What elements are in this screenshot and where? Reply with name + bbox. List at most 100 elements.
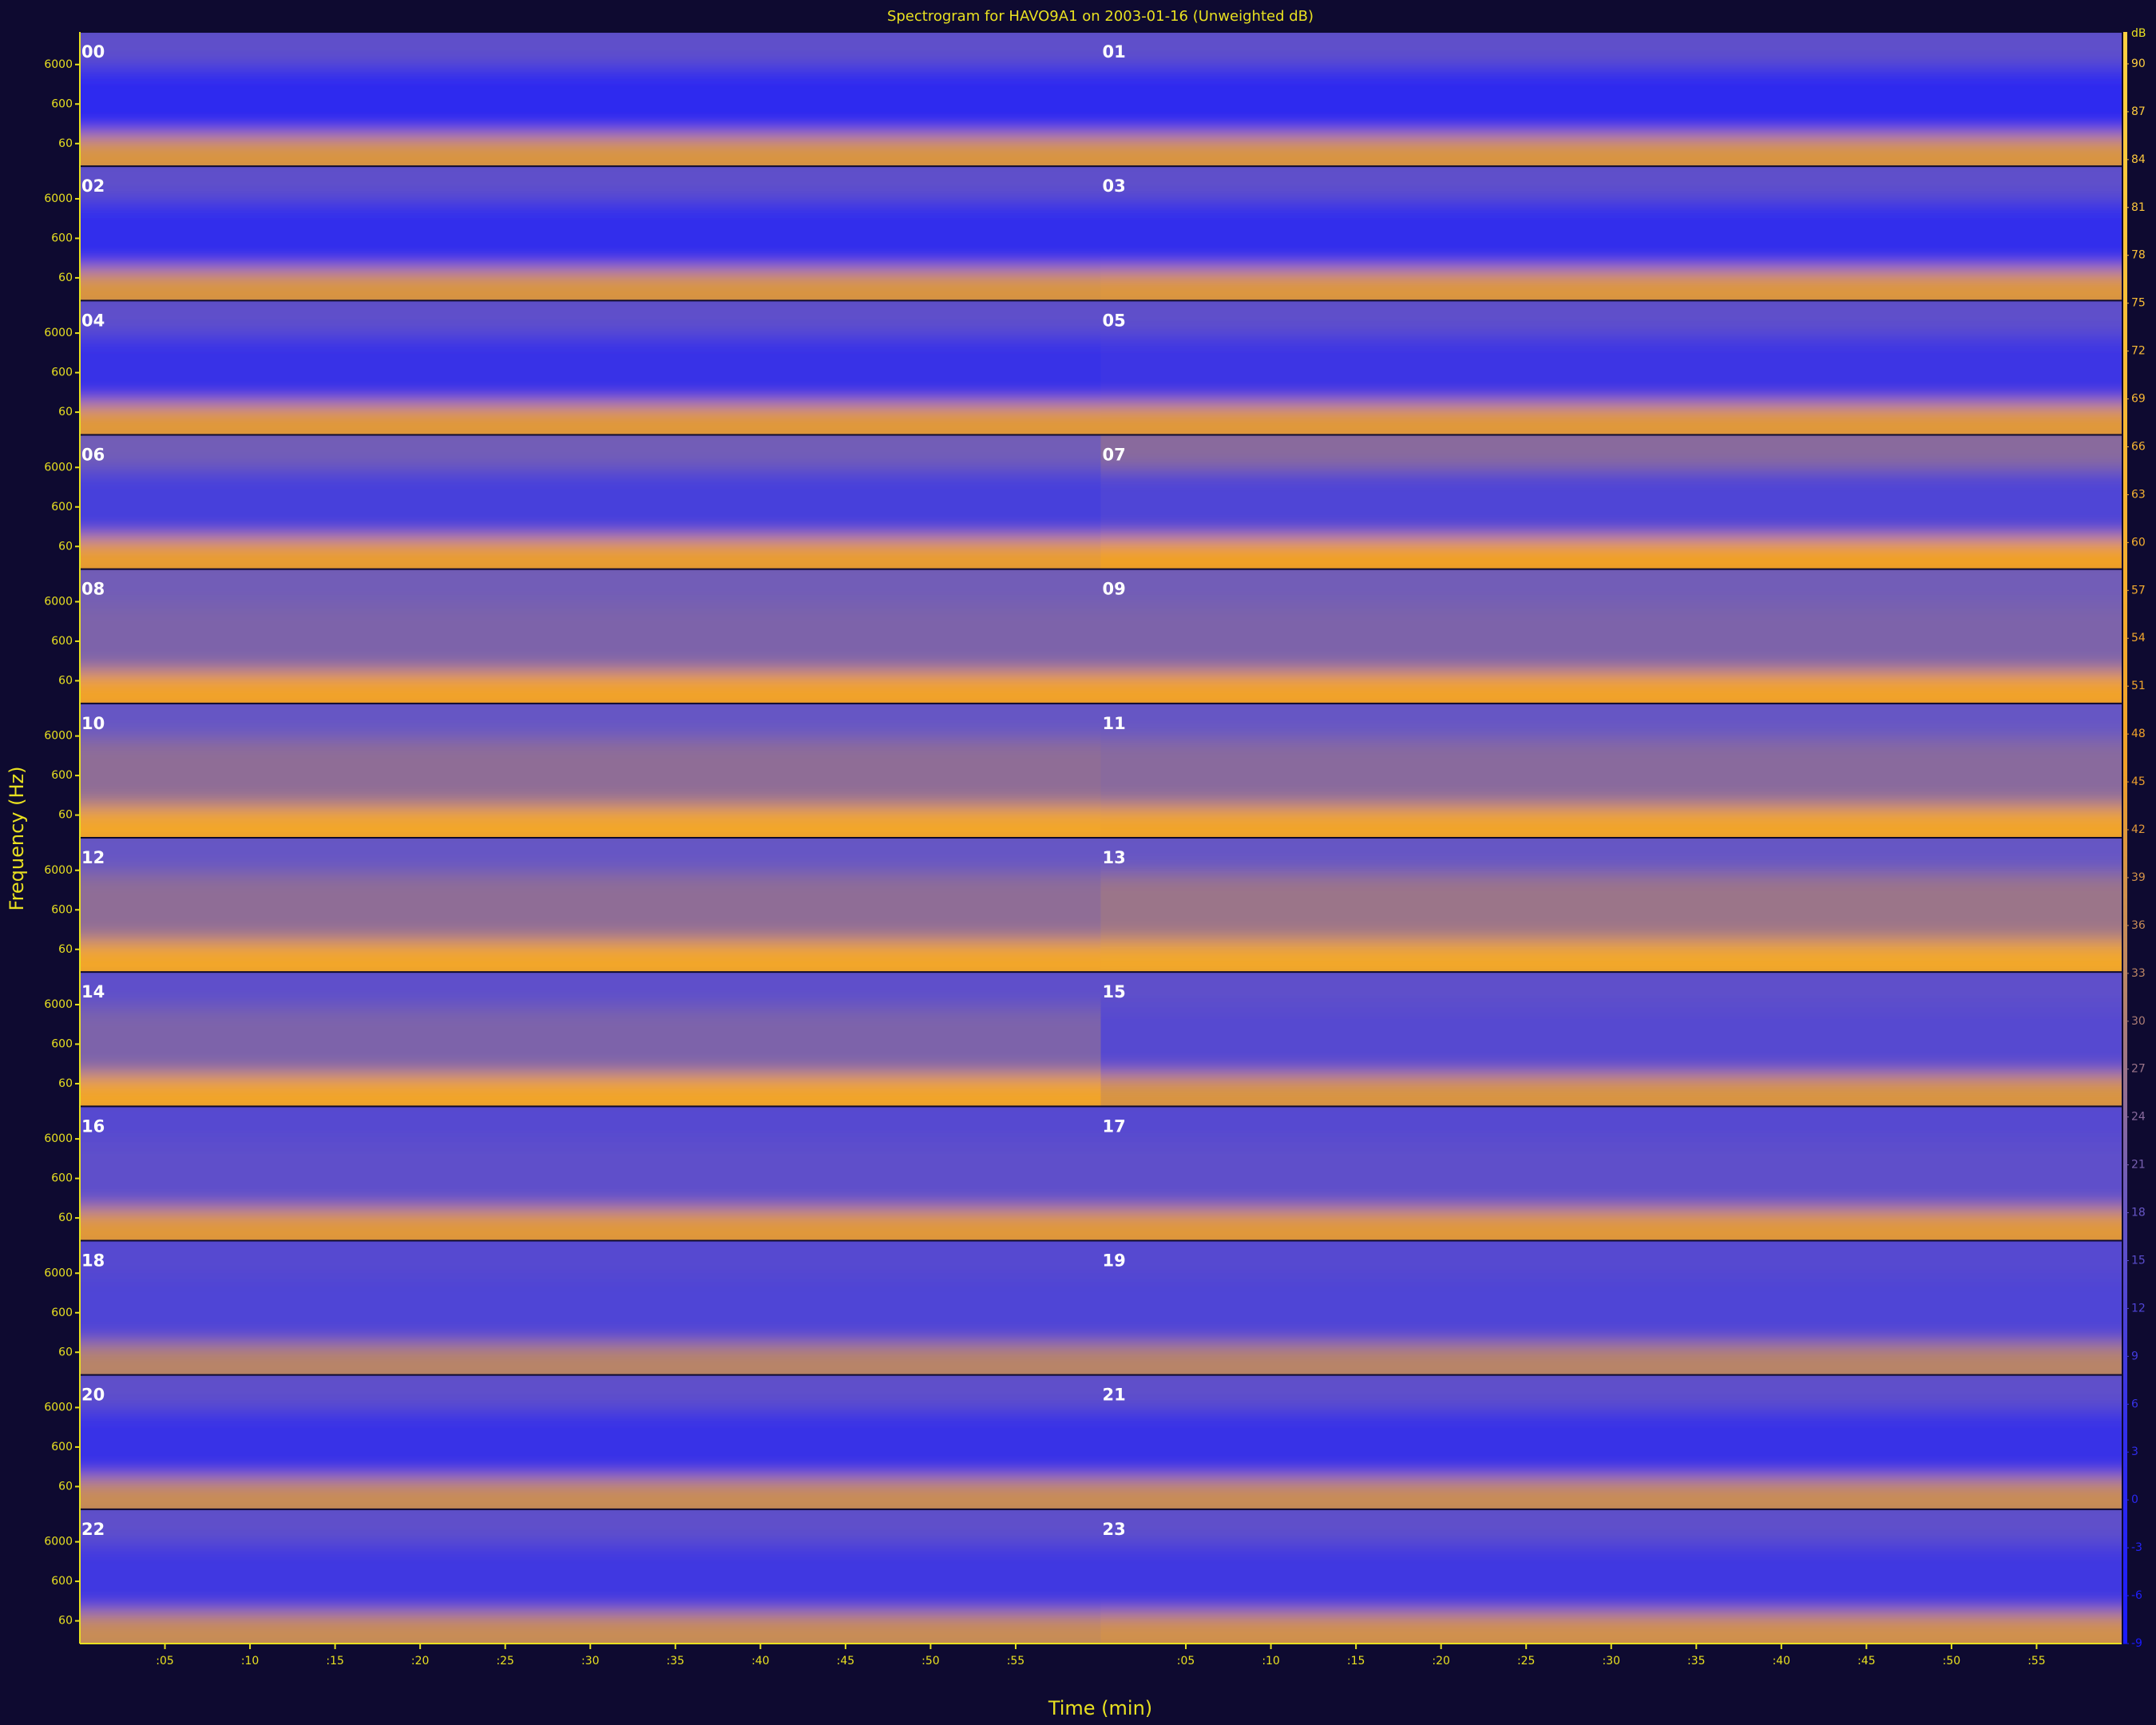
hour-label: 15 [1103,982,1126,1001]
hour-panel [80,435,1101,569]
panel-bands [1100,569,2122,703]
band-cell [80,672,1101,703]
x-tick-label: :40 [1773,1655,1791,1668]
colorbar-tick-label: 33 [2131,967,2146,980]
panel-bands [1100,704,2122,837]
y-tick-label: 6000 [44,998,73,1011]
colorbar-tick-label: 87 [2131,105,2146,118]
band-cell [80,1107,1101,1143]
x-tick-label: :35 [667,1655,685,1668]
band-cell [80,301,1101,337]
y-tick-label: 6000 [44,864,73,877]
hour-panel [80,973,1101,1106]
band-cell [1100,739,2122,807]
panel-bands [1100,167,2122,300]
x-tick-label: :55 [1007,1655,1025,1668]
hour-panel [1100,435,2122,569]
band-cell [1100,1142,2122,1210]
y-tick-label: 6000 [44,1267,73,1279]
band-cell [1100,1209,2122,1240]
hour-label: 14 [81,982,105,1001]
hour-panel [80,1509,1101,1644]
hour-panel [1100,1509,2122,1644]
x-tick-label: :15 [326,1655,344,1668]
colorbar-tick-label: 48 [2131,728,2146,740]
y-tick-label: 60 [58,540,73,553]
y-tick-label: 600 [51,1441,73,1453]
hour-label: 20 [81,1386,105,1405]
hour-label: 10 [81,714,105,733]
band-cell [1100,1477,2122,1509]
band-cell [1100,1074,2122,1106]
panel-bands [1100,839,2122,972]
colorbar-label: dB [2131,27,2146,40]
y-tick-label: 6000 [44,327,73,339]
colorbar-tick-label: 90 [2131,58,2146,70]
y-tick-label: 60 [58,1480,73,1493]
colorbar-tick-label: -6 [2131,1589,2142,1602]
hour-label: 05 [1103,311,1126,330]
band-cell [80,1276,1101,1344]
panel-bands [80,1509,1101,1644]
hour-label: 18 [81,1251,105,1271]
hour-panel [1100,839,2122,972]
panel-bands [1100,1241,2122,1374]
colorbar-tick-label: 66 [2131,440,2146,453]
panel-bands [80,839,1101,972]
band-cell [1100,806,2122,837]
band-cell [1100,403,2122,434]
colorbar-tick-label: 57 [2131,584,2146,597]
hour-panel [80,33,1101,166]
x-tick-label: :45 [837,1655,855,1668]
colorbar-tick-label: 27 [2131,1063,2146,1076]
band-cell [1100,973,2122,1008]
y-tick-label: 600 [51,501,73,514]
colorbar-tick-label: 6 [2131,1398,2138,1410]
x-tick-label: :35 [1687,1655,1706,1668]
hour-label: 06 [81,446,105,465]
band-cell [80,1410,1101,1478]
panel-bands [80,1107,1101,1240]
panel-bands [80,1241,1101,1374]
x-tick-label: :40 [751,1655,770,1668]
band-cell [1100,873,2122,941]
band-cell [80,537,1101,569]
hour-panel [80,167,1101,300]
y-tick-label: 600 [51,1575,73,1588]
y-tick-label: 600 [51,97,73,110]
y-tick-label: 6000 [44,58,73,71]
band-cell [80,1074,1101,1106]
band-cell [80,268,1101,300]
band-cell [80,839,1101,874]
x-tick-label: :25 [1517,1655,1536,1668]
y-tick-label: 6000 [44,730,73,743]
band-cell [80,569,1101,605]
y-tick-label: 6000 [44,1536,73,1549]
panel-bands [1100,435,2122,569]
panel-bands [1100,1107,2122,1240]
band-cell [80,704,1101,740]
band-cell [1100,1545,2122,1612]
hour-label: 11 [1103,714,1126,733]
y-axis-label: Frequency (Hz) [6,767,28,911]
x-tick-label: :55 [2027,1655,2046,1668]
y-tick-label: 600 [51,635,73,648]
x-tick-label: :15 [1347,1655,1365,1668]
hour-panel [80,704,1101,837]
colorbar-tick-label: 45 [2131,775,2146,788]
colorbar-tick-label: 75 [2131,297,2146,310]
panel-bands [1100,973,2122,1106]
x-tick-label: :05 [1177,1655,1195,1668]
hour-label: 12 [81,848,105,867]
y-tick-label: 60 [58,809,73,822]
y-tick-label: 600 [51,367,73,379]
band-cell [1100,605,2122,672]
y-tick-label: 60 [58,406,73,418]
hour-panel [80,569,1101,703]
panel-bands [80,1375,1101,1509]
band-cell [1100,1509,2122,1545]
band-cell [80,435,1101,471]
y-tick-label: 60 [58,943,73,956]
band-cell [80,1142,1101,1210]
y-tick-label: 600 [51,769,73,782]
